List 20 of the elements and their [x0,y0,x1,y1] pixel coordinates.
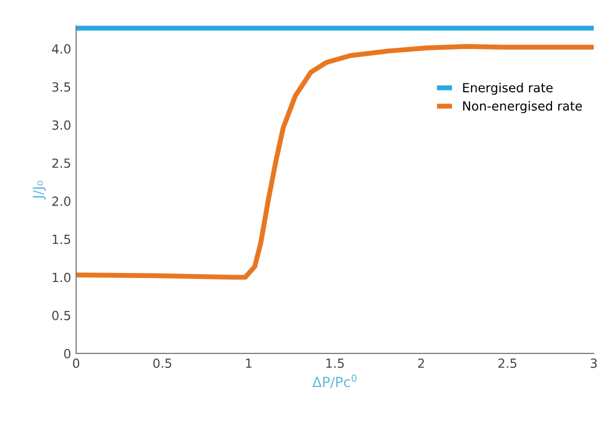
legend-label: Non-energised rate [463,101,582,114]
y-tick-label: 1.5 [52,234,70,244]
text: 1.0 [52,272,70,282]
y-tick-label: 2.5 [52,158,70,168]
x-tick-label: 2.5 [498,358,516,368]
text: 3.0 [52,120,70,130]
x-tick-label: 1.5 [326,358,344,368]
x-tick-label: 0.5 [153,358,172,368]
x-axis-title: ΔP/Pc$^{0}$ [312,374,357,388]
y-tick-label: 0.5 [52,310,70,320]
x-tick-label: 1 [246,358,252,368]
y-axis-title: J/J₀ [32,180,46,200]
legend-label: Energised rate [463,82,553,95]
y-tick-label: 0 [64,348,70,358]
x-tick-label: 2 [418,358,424,368]
x-tick-label: 0 [72,358,80,368]
y-tick-label: 3.5 [52,82,70,92]
text: 2.0 [52,196,70,206]
text: 4.0 [52,44,70,54]
x-tick-label: 3 [590,358,597,368]
